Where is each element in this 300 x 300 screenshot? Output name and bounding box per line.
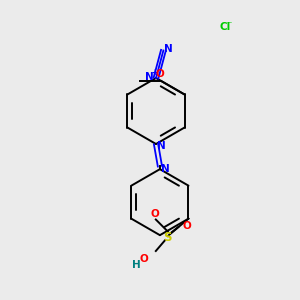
Text: S: S — [164, 231, 172, 244]
Text: +: + — [152, 68, 158, 77]
Text: N: N — [161, 164, 170, 174]
Text: H: H — [132, 260, 141, 269]
Text: N: N — [157, 141, 166, 152]
Text: N: N — [164, 44, 172, 54]
Text: N: N — [145, 72, 154, 82]
Text: Cl: Cl — [219, 22, 230, 32]
Text: ⁻: ⁻ — [226, 20, 232, 31]
Text: O: O — [182, 220, 191, 230]
Text: O: O — [151, 209, 159, 219]
Text: O: O — [140, 254, 148, 263]
Text: O: O — [155, 70, 164, 80]
